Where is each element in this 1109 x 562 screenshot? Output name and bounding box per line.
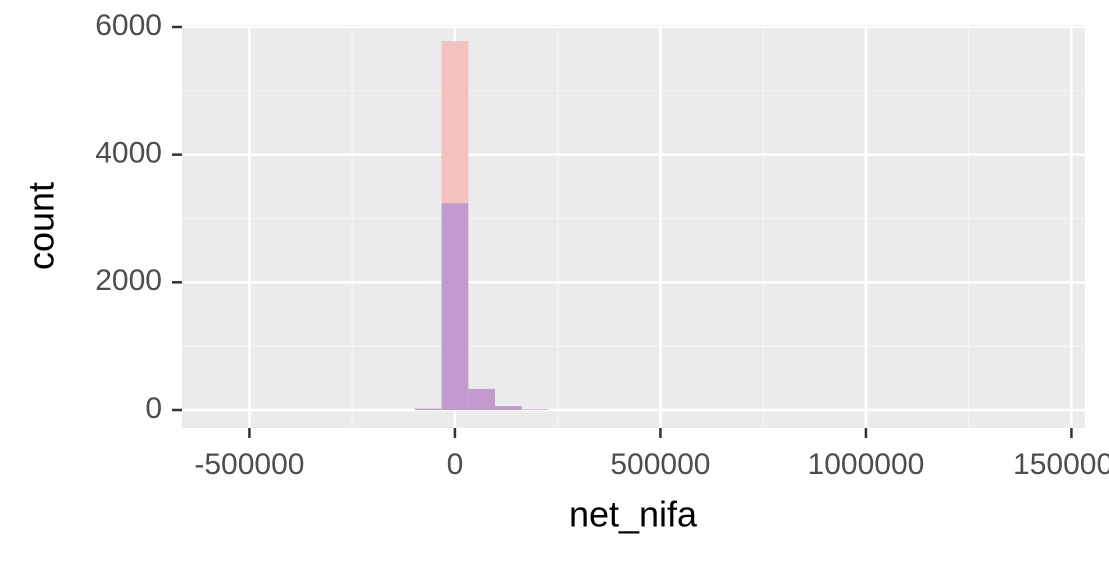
x-axis-label: net_nifa — [569, 494, 698, 535]
y-axis-label: count — [21, 182, 62, 270]
x-tick-label: -500000 — [194, 448, 304, 481]
x-tick-label: 1500000 — [1013, 448, 1109, 481]
y-tick-label: 4000 — [95, 137, 162, 170]
y-tick-label: 6000 — [95, 9, 162, 42]
y-tick-label: 0 — [145, 392, 162, 425]
y-tick-label: 2000 — [95, 264, 162, 297]
histogram-bar — [441, 203, 469, 410]
histogram-bar — [521, 409, 549, 410]
histogram-bar — [414, 408, 442, 410]
x-tick-label: 1000000 — [808, 448, 925, 481]
histogram-bar — [468, 388, 495, 410]
histogram-bar — [494, 406, 522, 410]
x-tick-label: 500000 — [610, 448, 710, 481]
panel — [182, 25, 1085, 428]
x-tick-label: 0 — [447, 448, 464, 481]
